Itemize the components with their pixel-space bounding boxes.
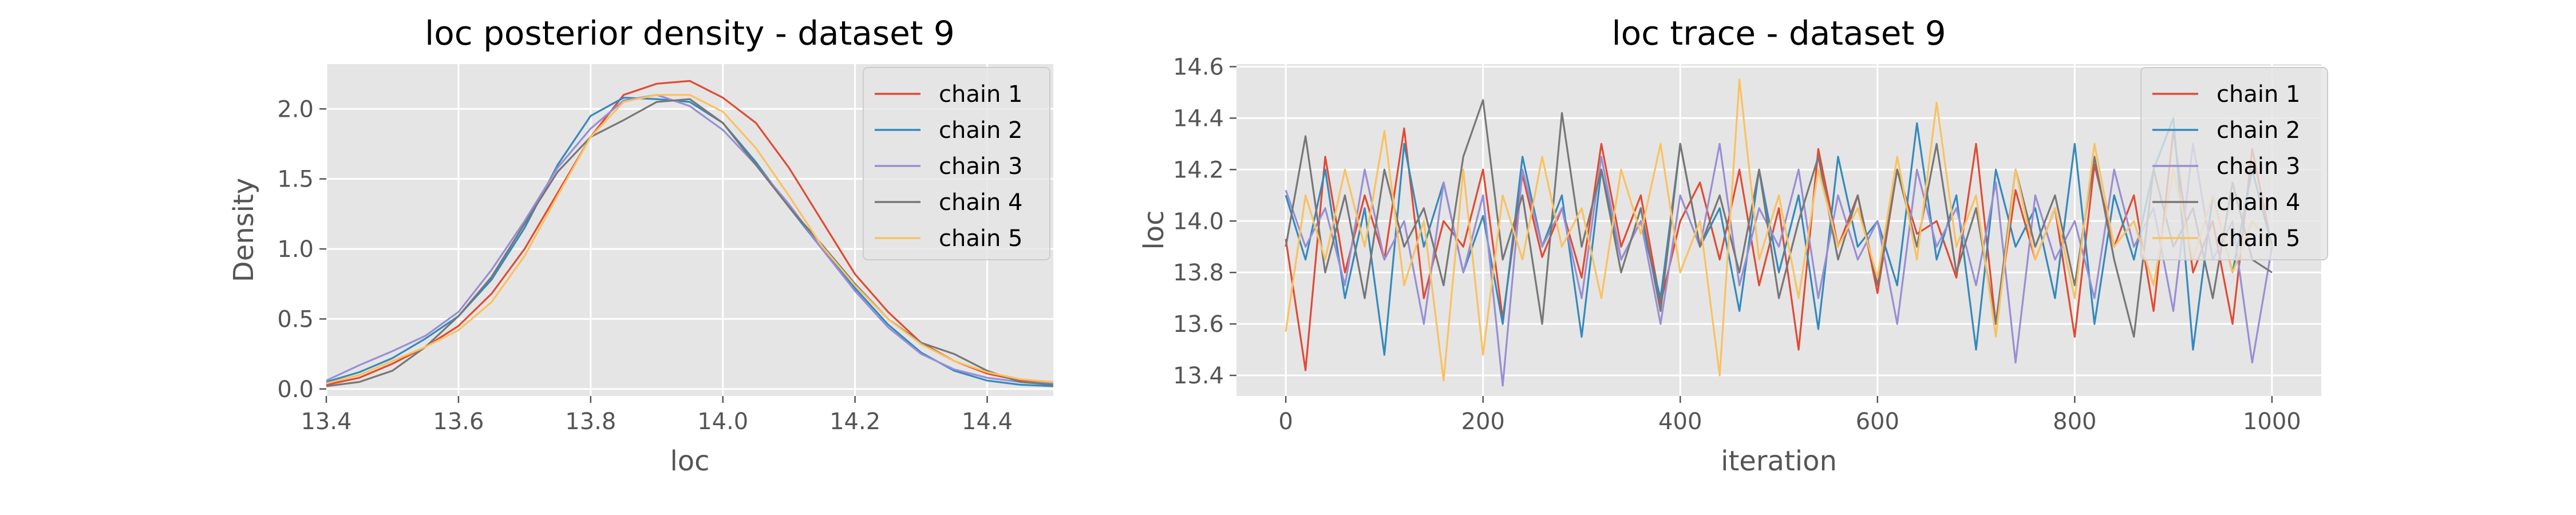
trace-legend-label-chain-3: chain 3 xyxy=(2217,153,2300,180)
density-legend-label-chain-3: chain 3 xyxy=(939,153,1022,180)
trace-y-tick-label: 14.2 xyxy=(1173,157,1224,183)
trace-legend-label-chain-2: chain 2 xyxy=(2217,117,2300,144)
trace-y-tick-label: 13.8 xyxy=(1173,260,1224,286)
trace-panel: 0 200 400 600 800 1000 13.4 13.6 13.8 14.0 14.2 14.… xyxy=(1138,14,2328,477)
trace-y-tick-label: 13.6 xyxy=(1173,311,1224,338)
density-y-tick-label: 2.0 xyxy=(277,96,314,122)
trace-y-tick-label: 13.4 xyxy=(1173,363,1224,389)
trace-chart-title: loc trace - dataset 9 xyxy=(1611,14,1946,53)
trace-series-line-chain-5 xyxy=(1285,78,2273,382)
trace-x-tick-label: 800 xyxy=(2053,409,2096,435)
density-legend-label-chain-1: chain 1 xyxy=(939,81,1022,108)
trace-x-tick-label: 600 xyxy=(1856,409,1899,435)
density-x-tick-label: 13.8 xyxy=(565,409,616,435)
density-series-line-chain-5 xyxy=(326,94,1053,385)
density-y-tick-label: 1.5 xyxy=(277,167,314,193)
density-y-tick-label: 0.0 xyxy=(277,377,314,403)
density-y-tick-label: 1.0 xyxy=(277,236,314,263)
trace-series-line-chain-4 xyxy=(1285,99,2273,338)
density-series-line-chain-3 xyxy=(326,94,1053,385)
trace-x-tick-label: 0 xyxy=(1278,409,1293,435)
trace-series-line-chain-1 xyxy=(1285,127,2273,371)
trace-legend-frame xyxy=(2140,67,2328,260)
density-y-tick-label: 0.5 xyxy=(277,306,314,332)
density-legend-label-chain-4: chain 4 xyxy=(939,189,1022,216)
density-x-tick-label: 14.0 xyxy=(697,409,748,435)
trace-x-tick-label: 400 xyxy=(1658,409,1702,435)
trace-legend-label-chain-5: chain 5 xyxy=(2217,225,2300,252)
density-x-tick-label: 13.6 xyxy=(433,409,484,435)
density-panel: 13.4 13.6 13.8 14.0 14.2 14.4 0.0 0.5 1.0 1.5 2.0 l… xyxy=(228,14,1053,477)
trace-legend-label-chain-1: chain 1 xyxy=(2217,81,2300,108)
density-legend-label-chain-5: chain 5 xyxy=(939,225,1022,252)
density-chart-title: loc posterior density - dataset 9 xyxy=(425,14,955,53)
density-x-tick-label: 14.4 xyxy=(962,409,1013,435)
density-series-group xyxy=(326,80,1053,387)
density-legend-label-chain-2: chain 2 xyxy=(939,117,1022,144)
trace-x-axis-label: iteration xyxy=(1721,445,1837,477)
density-y-axis-label: Density xyxy=(228,178,260,282)
trace-legend: chain 1 chain 2 chain 3 chain 4 chain 5 xyxy=(2140,67,2328,260)
trace-y-tick-label: 14.0 xyxy=(1173,208,1224,235)
density-series-line-chain-4 xyxy=(326,98,1053,387)
trace-legend-label-chain-4: chain 4 xyxy=(2217,189,2300,216)
density-x-tick-label: 13.4 xyxy=(301,409,351,435)
density-legend: chain 1 chain 2 chain 3 chain 4 chain 5 xyxy=(863,67,1050,260)
trace-y-tick-label: 14.6 xyxy=(1173,54,1224,80)
density-x-tick-label: 14.2 xyxy=(829,409,880,435)
trace-y-tick-label: 14.4 xyxy=(1173,105,1224,132)
trace-y-axis-label: loc xyxy=(1138,210,1170,249)
density-x-axis-label: loc xyxy=(670,445,709,477)
trace-x-tick-label: 1000 xyxy=(2243,409,2301,435)
trace-x-tick-label: 200 xyxy=(1461,409,1505,435)
trace-series-group xyxy=(1285,78,2273,387)
density-legend-frame xyxy=(863,67,1050,260)
